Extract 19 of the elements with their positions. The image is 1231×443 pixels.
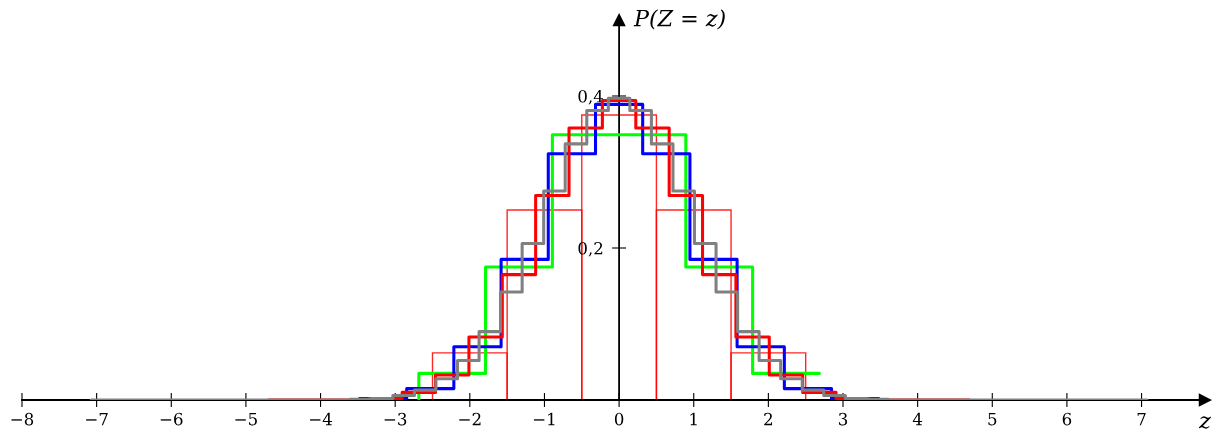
x-tick-label: 6 (1062, 412, 1072, 426)
x-tick-label: 1 (690, 412, 697, 426)
y-axis-title: P(Z = z) (633, 9, 725, 30)
x-tick-label: 7 (1137, 413, 1146, 426)
x-tick-label: 3 (838, 412, 848, 426)
x-axis-title: z (1198, 416, 1211, 429)
x-tick-label: −7 (86, 413, 108, 426)
x-tick-label: −6 (160, 412, 183, 426)
x-tick-label: −4 (310, 412, 332, 426)
x-tick-label: −3 (384, 412, 407, 426)
x-tick-label: 0 (614, 412, 624, 426)
x-tick-label: 2 (764, 412, 773, 426)
x-tick-label: −8 (11, 412, 34, 426)
y-tick-label: 0,4 (578, 89, 603, 105)
x-tick-label: −1 (533, 412, 555, 426)
x-tick-label: −2 (459, 412, 481, 426)
x-tick-label: −5 (235, 413, 257, 426)
x-tick-label: 5 (988, 413, 997, 426)
x-tick-label: 4 (912, 412, 923, 426)
